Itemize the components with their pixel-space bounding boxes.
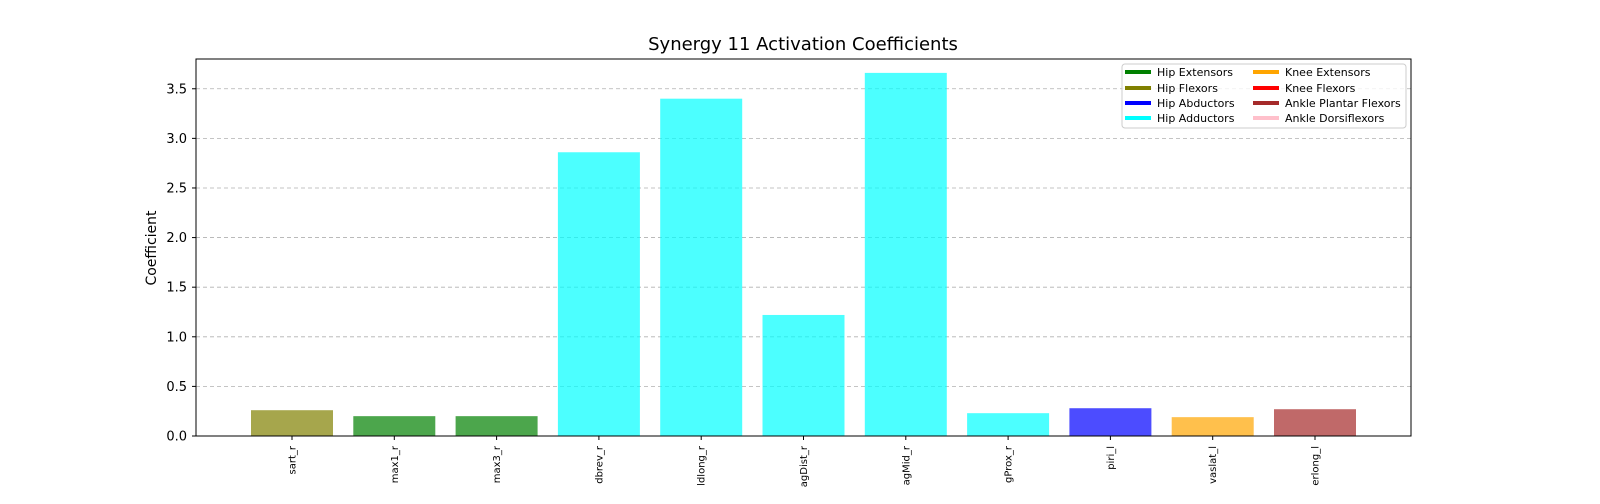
y-tick-label: 3.5 [166, 82, 187, 97]
x-tick-label: vaslat_l [1208, 446, 1219, 484]
x-axis-tick-labels: sart_r max1_r max3_r dbrev_r ldlong_r agDist_… [288, 445, 1322, 487]
legend: Hip Extensors Hip Flexors Hip Abductors Hip… [1121, 63, 1407, 129]
bar-max3_r [455, 416, 538, 436]
bar-sart_r [251, 410, 333, 436]
y-tick-label: 1.5 [166, 281, 187, 296]
x-tick-label: erlong_l [1311, 446, 1322, 486]
y-axis-ticks: 0.0 0.5 1.0 1.5 2.0 2.5 3.0 3.5 [166, 82, 196, 445]
x-tick-label: sart_r [288, 445, 299, 474]
y-tick-label: 2.5 [166, 181, 187, 196]
x-axis-ticks [291, 436, 1316, 440]
legend-label: Hip Abductors [1157, 97, 1235, 110]
legend-label: Knee Flexors [1285, 82, 1356, 95]
bar-erlong_l [1274, 409, 1356, 436]
bar-gProx_r [967, 413, 1050, 436]
y-tick-label: 1.0 [166, 330, 187, 345]
x-tick-label: dbrev_r [594, 445, 605, 484]
y-tick-label: 0.5 [166, 380, 187, 395]
x-tick-label: piri_l [1106, 446, 1117, 470]
legend-label: Hip Flexors [1157, 82, 1218, 95]
x-tick-label: gProx_r [1004, 445, 1015, 483]
legend-label: Hip Extensors [1157, 66, 1233, 79]
bar-agDist_r [762, 314, 845, 436]
legend-label: Knee Extensors [1285, 66, 1371, 79]
legend-label: Ankle Plantar Flexors [1285, 97, 1401, 110]
y-tick-label: 2.0 [166, 231, 187, 246]
bar-vaslat_l [1171, 417, 1254, 436]
bar-agMid_r [864, 72, 947, 437]
bar-piri_l [1069, 408, 1152, 436]
x-tick-label: max3_r [492, 445, 503, 483]
bar-dbrev_r [557, 152, 640, 437]
chart-title: Synergy 11 Activation Coefficients [648, 34, 958, 55]
bar-ldlong_r [660, 98, 743, 437]
bars [251, 72, 1356, 437]
y-tick-label: 0.0 [166, 430, 187, 445]
y-axis-label: Coefficient [144, 210, 160, 286]
x-tick-label: max1_r [390, 445, 401, 483]
x-tick-label: agDist_r [799, 445, 810, 487]
y-tick-label: 3.0 [166, 132, 187, 147]
x-tick-label: ldlong_r [697, 445, 708, 486]
legend-label: Hip Adductors [1157, 112, 1235, 125]
legend-box [1121, 63, 1407, 129]
legend-label: Ankle Dorsiflexors [1285, 112, 1385, 125]
x-tick-label: agMid_r [901, 445, 912, 485]
bar-max1_r [353, 416, 436, 436]
